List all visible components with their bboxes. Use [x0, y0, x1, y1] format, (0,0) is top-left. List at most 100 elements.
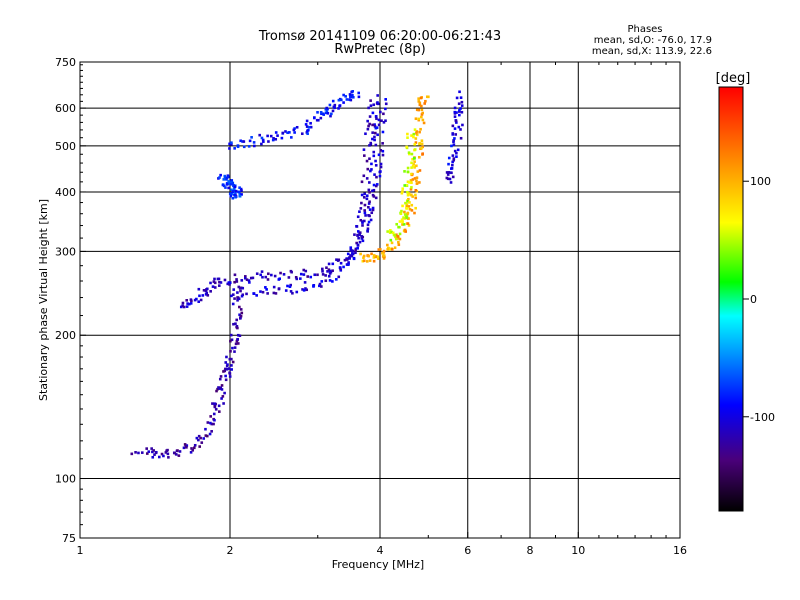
data-point	[205, 434, 209, 438]
data-point	[326, 112, 330, 115]
data-point	[295, 277, 299, 281]
data-point	[213, 404, 217, 408]
data-point	[404, 214, 408, 218]
data-point	[251, 276, 255, 280]
data-point	[365, 159, 369, 163]
data-point	[360, 237, 364, 240]
data-point	[351, 249, 355, 253]
data-point	[151, 450, 154, 454]
data-point	[449, 181, 453, 184]
data-point	[365, 194, 369, 198]
chart-title: Tromsø 20141109 06:20:00-06:21:43	[258, 29, 501, 44]
data-point	[331, 262, 335, 266]
data-point	[227, 180, 230, 183]
data-point	[414, 193, 417, 197]
data-point	[240, 279, 244, 282]
data-point	[386, 230, 389, 233]
data-point	[369, 218, 373, 222]
data-point	[224, 186, 227, 189]
data-point	[231, 346, 234, 350]
data-point	[414, 196, 418, 200]
data-point	[368, 181, 371, 184]
data-point	[313, 116, 316, 120]
x-axis: 1 2 4 6 8 10 16	[77, 62, 687, 557]
phase-box-line-o: mean, sd,O: -76.0, 17.9	[594, 35, 712, 46]
data-point	[190, 447, 193, 450]
data-point	[375, 183, 379, 186]
data-point	[321, 273, 325, 276]
data-point	[238, 193, 242, 196]
data-point	[360, 201, 363, 205]
data-point	[367, 188, 371, 192]
data-point	[233, 185, 237, 189]
data-point	[239, 314, 243, 318]
data-point	[220, 384, 224, 387]
data-point	[211, 402, 214, 405]
data-point	[420, 142, 424, 146]
data-point	[368, 144, 371, 147]
data-point	[447, 156, 451, 160]
data-point	[452, 157, 456, 160]
data-point	[238, 334, 242, 338]
data-point	[378, 248, 382, 251]
data-point	[452, 140, 455, 144]
data-point	[401, 220, 404, 224]
data-point	[204, 434, 208, 437]
colorbar-tick-label: 100	[750, 175, 771, 188]
data-point	[356, 215, 360, 219]
data-point	[145, 447, 148, 450]
data-point	[289, 283, 292, 287]
data-point	[406, 170, 410, 174]
data-point	[230, 141, 233, 144]
data-point	[369, 169, 372, 173]
data-point	[386, 246, 390, 250]
data-point	[372, 183, 376, 187]
data-point	[286, 284, 289, 288]
data-point	[401, 190, 404, 193]
data-point	[372, 195, 376, 198]
data-point	[372, 254, 376, 257]
data-point	[242, 140, 246, 143]
data-point	[380, 119, 383, 122]
data-point	[373, 173, 376, 176]
data-point	[173, 451, 176, 455]
data-point	[351, 90, 355, 93]
data-point	[369, 99, 372, 102]
data-point	[224, 361, 228, 364]
data-point	[363, 192, 366, 196]
data-point	[410, 209, 414, 212]
data-point	[356, 230, 360, 233]
data-point	[451, 163, 454, 167]
data-point	[420, 115, 423, 119]
data-point	[366, 223, 370, 227]
data-point	[255, 294, 258, 297]
data-point	[407, 224, 411, 227]
data-point	[420, 139, 424, 143]
data-point	[230, 368, 233, 371]
data-point	[365, 177, 369, 180]
data-point	[213, 402, 216, 405]
data-point	[344, 95, 347, 98]
data-point	[371, 111, 375, 115]
data-point	[453, 127, 457, 130]
data-point	[333, 106, 336, 110]
data-point	[259, 273, 262, 277]
x-tick-label: 8	[527, 544, 534, 557]
data-point	[331, 99, 335, 103]
data-point	[197, 438, 200, 442]
data-point	[213, 418, 216, 422]
data-point	[193, 443, 197, 447]
data-point	[238, 305, 241, 309]
data-point	[376, 102, 380, 106]
data-point	[228, 371, 231, 375]
data-point	[244, 275, 247, 278]
data-point	[281, 131, 285, 135]
data-point	[422, 121, 426, 125]
data-point	[204, 293, 208, 296]
data-point	[327, 274, 331, 278]
data-point	[362, 254, 366, 258]
data-point	[217, 277, 221, 281]
data-point	[229, 339, 232, 343]
data-point	[309, 275, 313, 279]
